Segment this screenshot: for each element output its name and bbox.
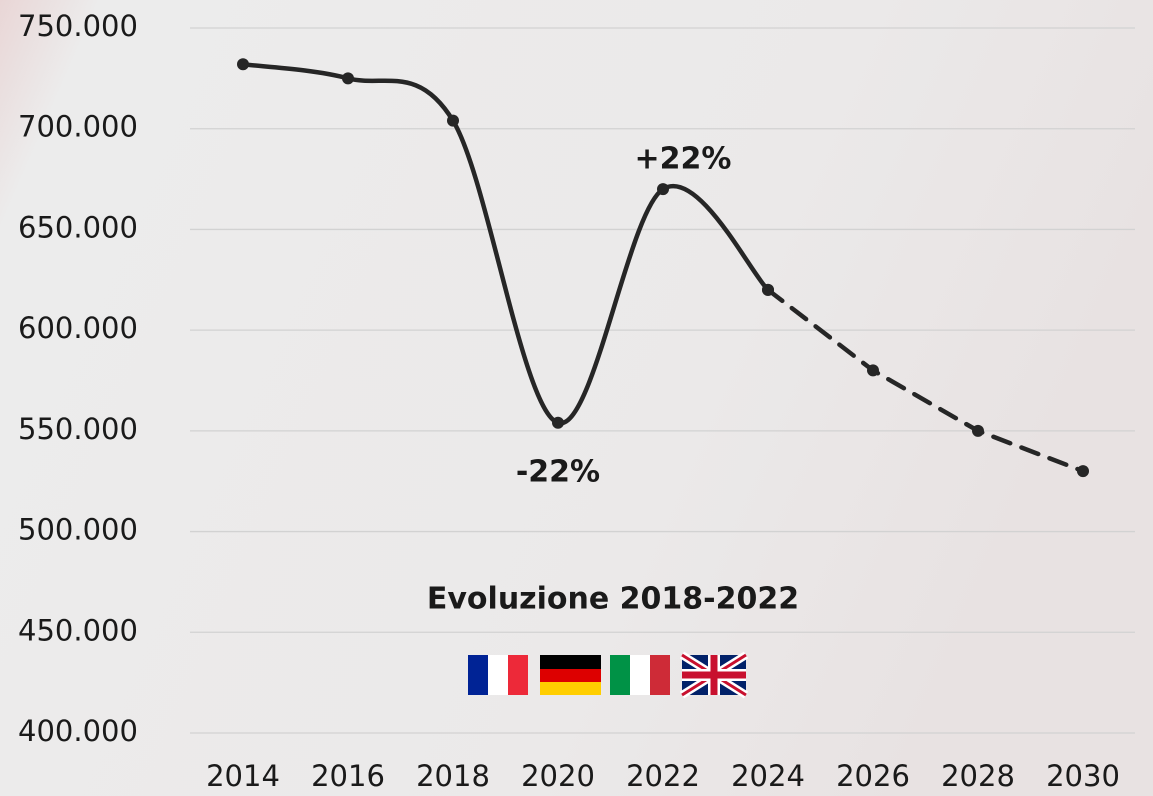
line (765, 287, 1086, 474)
point (342, 72, 354, 85)
subtitle: Evoluzione 2018-2022 (427, 582, 799, 617)
y-tick-label: 450.000 (18, 613, 138, 647)
flag-italy (610, 655, 670, 695)
y-tick-label: 700.000 (18, 110, 138, 144)
point (657, 183, 669, 196)
x-tick-label: 2022 (626, 759, 700, 793)
x-tick-label: 2014 (206, 759, 280, 793)
annotation: -22% (516, 455, 600, 490)
point (237, 58, 249, 71)
point (867, 364, 879, 377)
flags (468, 651, 749, 699)
point (762, 283, 774, 296)
x-tick-label: 2030 (1046, 759, 1120, 793)
point (552, 416, 564, 429)
y-tick-label: 400.000 (18, 714, 138, 748)
annotation: +22% (635, 142, 732, 177)
point (972, 424, 984, 437)
y-tick-label: 500.000 (18, 513, 138, 547)
x-tick-label: 2018 (416, 759, 490, 793)
x-tick-label: 2028 (941, 759, 1015, 793)
flag-uk (679, 651, 749, 699)
x-tick-label: 2020 (521, 759, 595, 793)
y-tick-label: 550.000 (18, 412, 138, 446)
point (1077, 465, 1089, 478)
point (447, 114, 459, 127)
x-tick-label: 2024 (731, 759, 805, 793)
flag-france (468, 655, 528, 695)
flag-germany (540, 655, 601, 695)
y-tick-label: 650.000 (18, 210, 138, 244)
x-tick-label: 2026 (836, 759, 910, 793)
x-tick-label: 2016 (311, 759, 385, 793)
y-tick-label: 600.000 (18, 311, 138, 345)
y-tick-label: 750.000 (18, 9, 138, 43)
